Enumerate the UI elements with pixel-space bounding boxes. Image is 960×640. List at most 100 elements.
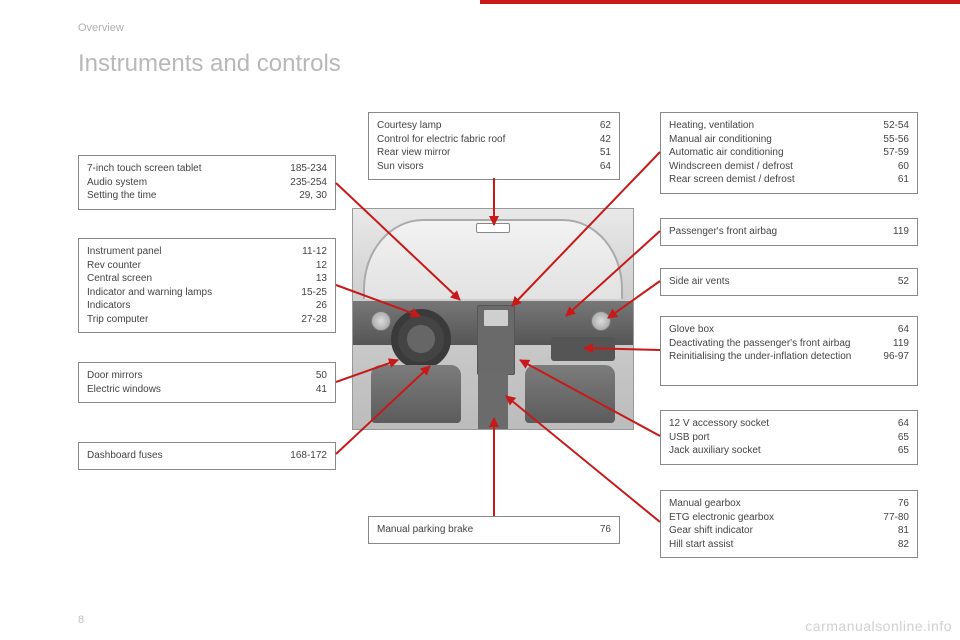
callout-courtesy-lamp: Courtesy lamp62Control for electric fabr…	[368, 112, 620, 180]
callout-row: Manual parking brake 76	[377, 523, 611, 537]
callout-label: Manual air conditioning	[669, 133, 772, 147]
callout-pages: 81	[898, 524, 909, 538]
callout-label: Rear view mirror	[377, 146, 450, 160]
callout-pages: 64	[898, 323, 909, 337]
callout-instrument-panel: Instrument panel11-12Rev counter12Centra…	[78, 238, 336, 333]
callout-pages: 13	[316, 272, 327, 286]
page-title: Instruments and controls	[78, 50, 341, 78]
callout-pages: 64	[898, 417, 909, 431]
callout-label: Trip computer	[87, 313, 148, 327]
callout-label: Electric windows	[87, 383, 161, 397]
callout-label: Gear shift indicator	[669, 524, 753, 538]
callout-row: Heating, ventilation 52-54	[669, 119, 909, 133]
callout-row: Trip computer 27-28	[87, 313, 327, 327]
callout-row: Side air vents52	[669, 275, 909, 289]
callout-row: Glove box 64	[669, 323, 909, 337]
callout-pages: 185-234	[290, 162, 327, 176]
callout-row: Door mirrors 50	[87, 369, 327, 383]
page-number: 8	[78, 614, 84, 626]
callout-row: Deactivating the passenger's front airba…	[669, 337, 909, 351]
callout-gearbox: Manual gearbox76ETG electronic gearbox77…	[660, 490, 918, 558]
callout-pages: 12	[316, 259, 327, 273]
callout-row: Instrument panel 11-12	[87, 245, 327, 259]
callout-row: Control for electric fabric roof 42	[377, 133, 611, 147]
callout-label: 12 V accessory socket	[669, 417, 769, 431]
callout-pages: 57-59	[883, 146, 909, 160]
callout-label: USB port	[669, 431, 710, 445]
callout-pages: 62	[600, 119, 611, 133]
callout-label: Automatic air conditioning	[669, 146, 784, 160]
callout-label: Instrument panel	[87, 245, 162, 259]
callout-row: Rear screen demist / defrost 61	[669, 173, 909, 187]
callout-row: Setting the time 29, 30	[87, 189, 327, 203]
section-label: Overview	[78, 22, 124, 34]
callout-label: Sun visors	[377, 160, 424, 174]
callout-pages: 168-172	[290, 449, 327, 463]
callout-label: Indicators	[87, 299, 130, 313]
callout-row: Sun visors 64	[377, 160, 611, 174]
callout-airbag: Passenger's front airbag119	[660, 218, 918, 246]
callout-row: Dashboard fuses 168-172	[87, 449, 327, 463]
watermark: carmanualsonline.info	[805, 618, 952, 634]
callout-label: Control for electric fabric roof	[377, 133, 505, 147]
callout-pages: 64	[600, 160, 611, 174]
callout-pages: 52-54	[883, 119, 909, 133]
callout-row: Manual air conditioning55-56	[669, 133, 909, 147]
callout-label: Heating, ventilation	[669, 119, 754, 133]
callout-row: Electric windows 41	[87, 383, 327, 397]
callout-touchscreen: 7-inch touch screen tablet185-234Audio s…	[78, 155, 336, 210]
callout-label: Audio system	[87, 176, 147, 190]
callout-pages: 41	[316, 383, 327, 397]
callout-label: Central screen	[87, 272, 152, 286]
callout-heating: Heating, ventilation52-54Manual air cond…	[660, 112, 918, 194]
callout-row: Courtesy lamp 62	[377, 119, 611, 133]
callout-row: Passenger's front airbag119	[669, 225, 909, 239]
callout-label: Setting the time	[87, 189, 156, 203]
callout-row: Automatic air conditioning 57-59	[669, 146, 909, 160]
callout-row: USB port 65	[669, 431, 909, 445]
callout-label: Side air vents	[669, 275, 730, 289]
callout-pages: 29, 30	[299, 189, 327, 203]
callout-pages: 27-28	[301, 313, 327, 327]
callout-pages: 50	[316, 369, 327, 383]
callout-pages: 26	[316, 299, 327, 313]
header-accent-bar	[480, 0, 960, 4]
callout-label: Door mirrors	[87, 369, 143, 383]
callout-pages: 11-12	[302, 245, 327, 259]
callout-pages: 77-80	[883, 511, 909, 525]
callout-pages: 65	[898, 431, 909, 445]
callout-row: Rev counter 12	[87, 259, 327, 273]
callout-label: 7-inch touch screen tablet	[87, 162, 202, 176]
callout-row: Audio system235-254	[87, 176, 327, 190]
callout-row: ETG electronic gearbox77-80	[669, 511, 909, 525]
callout-side-vents: Side air vents52	[660, 268, 918, 296]
callout-row: Windscreen demist / defrost60	[669, 160, 909, 174]
callout-glove-box: Glove box 64Deactivating the passenger's …	[660, 316, 918, 386]
callout-label: Hill start assist	[669, 538, 733, 552]
callout-pages: 76	[600, 523, 611, 537]
callout-pages: 96-97	[883, 350, 909, 364]
callout-row: Indicators 26	[87, 299, 327, 313]
callout-row: Central screen 13	[87, 272, 327, 286]
callout-label: Dashboard fuses	[87, 449, 163, 463]
callout-label: Rev counter	[87, 259, 141, 273]
callout-parking-brake: Manual parking brake 76	[368, 516, 620, 544]
callout-label: Indicator and warning lamps	[87, 286, 212, 300]
callout-row: Gear shift indicator 81	[669, 524, 909, 538]
callout-pages: 61	[898, 173, 909, 187]
dashboard-illustration	[352, 208, 634, 430]
callout-pages: 42	[600, 133, 611, 147]
callout-row: Jack auxiliary socket65	[669, 444, 909, 458]
callout-label: Glove box	[669, 323, 714, 337]
callout-label: Rear screen demist / defrost	[669, 173, 795, 187]
callout-pages: 119	[893, 225, 909, 239]
callout-pages: 60	[898, 160, 909, 174]
callout-label: Courtesy lamp	[377, 119, 441, 133]
callout-row: Reinitialising the under-inflation detec…	[669, 350, 909, 364]
callout-door-mirrors: Door mirrors 50 Electric windows 41	[78, 362, 336, 403]
callout-label: Manual parking brake	[377, 523, 473, 537]
callout-pages: 82	[898, 538, 909, 552]
callout-pages: 65	[898, 444, 909, 458]
callout-row: 7-inch touch screen tablet 185-234	[87, 162, 327, 176]
callout-accessory-socket: 12 V accessory socket 64 USB port 65Jack au…	[660, 410, 918, 465]
